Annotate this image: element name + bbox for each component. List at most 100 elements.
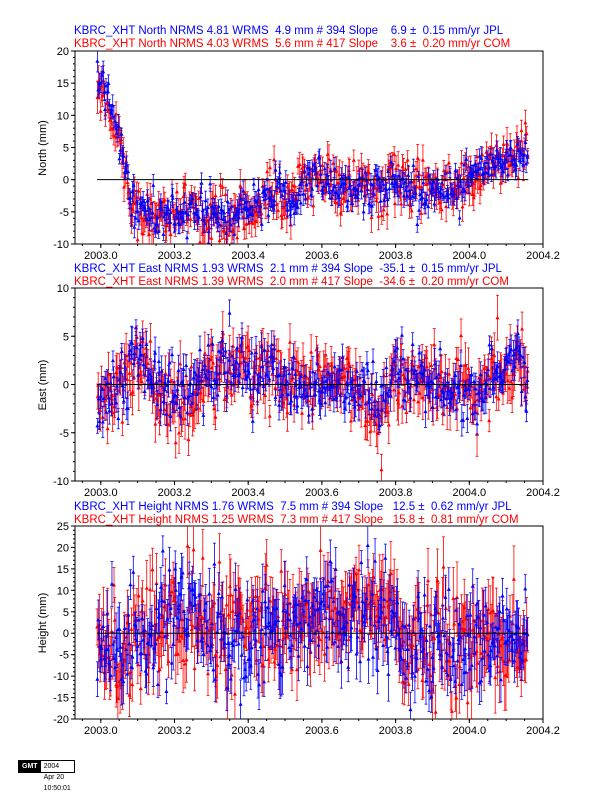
north-com-point: [238, 184, 242, 188]
north-com-point: [352, 158, 356, 162]
north-jpl-point: [415, 222, 419, 226]
north-jpl-point: [151, 183, 155, 187]
east-com-point: [127, 371, 131, 375]
north-ytick-label: 0: [63, 175, 69, 187]
north-com-point: [242, 226, 246, 230]
north-xtick-label: 2003.4: [231, 250, 265, 262]
east-com-point: [387, 423, 391, 427]
north-xtick-label: 2003.0: [84, 250, 118, 262]
north-com-point: [218, 238, 222, 242]
north-jpl-point: [252, 182, 256, 186]
east-com-point: [177, 431, 181, 435]
north-com-point: [401, 165, 405, 169]
east-com-point: [285, 410, 289, 414]
north-jpl-point: [379, 199, 383, 203]
north-jpl-point: [208, 182, 212, 186]
north-jpl-point: [185, 235, 189, 239]
north-com-point: [218, 183, 222, 187]
north-ytick-label: 10: [57, 110, 69, 122]
north-com-point: [209, 236, 213, 240]
north-ytick-label: 20: [57, 46, 69, 58]
east-com-point: [459, 333, 463, 337]
north-jpl-point: [362, 210, 366, 214]
east-com-point: [273, 386, 277, 390]
east-xtick-label: 2003.4: [231, 487, 265, 499]
north-com-point: [519, 128, 523, 132]
east-com-point: [435, 405, 439, 409]
east-com-point: [363, 423, 367, 427]
north-xtick-label: 2004.0: [452, 250, 486, 262]
east-com-point: [379, 467, 383, 471]
east-com-point: [203, 351, 207, 355]
north-jpl-point: [406, 173, 410, 177]
north-com-point: [461, 205, 465, 209]
north-com-point: [145, 192, 149, 196]
north-com-point: [175, 190, 179, 194]
north-jpl-point: [95, 59, 99, 63]
east-ytick-label: -10: [53, 476, 69, 488]
north-jpl-point: [103, 107, 107, 111]
north-com-point: [198, 240, 202, 244]
north-com-point: [393, 201, 397, 205]
east-xtick-label: 2004.0: [452, 487, 486, 499]
north-jpl-point: [266, 213, 270, 217]
north-com-point: [214, 193, 218, 197]
north-jpl-point: [278, 170, 282, 174]
east-com-point: [140, 380, 144, 384]
north-xtick-label: 2003.6: [305, 250, 339, 262]
east-xtick-label: 2003.0: [84, 487, 118, 499]
north-com-point: [103, 112, 107, 116]
east-com-point: [153, 422, 157, 426]
north-ytick-label: -10: [53, 239, 69, 251]
north-com-point: [494, 143, 498, 147]
east-com-point: [370, 392, 374, 396]
north-xtick-label: 2003.8: [379, 250, 413, 262]
north-com-point: [268, 165, 272, 169]
north-com-point: [447, 161, 451, 165]
east-ytick-label: 10: [57, 283, 69, 295]
north-jpl-point: [288, 212, 292, 216]
north-jpl-point: [199, 195, 203, 199]
east-com-point: [349, 419, 353, 423]
north-jpl-point: [402, 194, 406, 198]
north-data-group: [95, 50, 529, 261]
east-com-point: [432, 343, 436, 347]
north-com-point: [505, 141, 509, 145]
north-ytick-label: 15: [57, 78, 69, 90]
north-com-point: [502, 142, 506, 146]
north-jpl-point: [257, 187, 261, 191]
north-jpl-point: [284, 180, 288, 184]
north-com-point: [396, 163, 400, 167]
north-jpl-point: [458, 216, 462, 220]
north-com-point: [164, 229, 168, 233]
east-com-point: [404, 410, 408, 414]
north-com-point: [99, 109, 103, 113]
north-com-point: [394, 166, 398, 170]
east-com-point: [120, 420, 124, 424]
east-com-point: [300, 411, 304, 415]
east-com-point: [174, 440, 178, 444]
east-xtick-label: 2004.2: [526, 487, 560, 499]
north-com-point: [406, 158, 410, 162]
north-com-point: [376, 214, 380, 218]
east-com-point: [265, 354, 269, 358]
east-com-point: [144, 346, 148, 350]
east-xtick-label: 2003.2: [158, 487, 192, 499]
north-com-point: [279, 213, 283, 217]
north-com-point: [416, 156, 420, 160]
east-com-point: [396, 401, 400, 405]
north-ytick-label: -5: [59, 207, 69, 219]
north-jpl-point: [345, 204, 349, 208]
north-jpl-point: [161, 232, 165, 236]
north-com-point: [114, 112, 118, 116]
north-jpl-point: [464, 157, 468, 161]
east-data-group: [95, 295, 529, 485]
north-com-point: [380, 213, 384, 217]
north-com-point: [265, 169, 269, 173]
east-com-point: [487, 418, 491, 422]
north-jpl-point: [417, 208, 421, 212]
east-com-point: [106, 426, 110, 430]
north-com-point: [169, 232, 173, 236]
north-com-point: [399, 202, 403, 206]
